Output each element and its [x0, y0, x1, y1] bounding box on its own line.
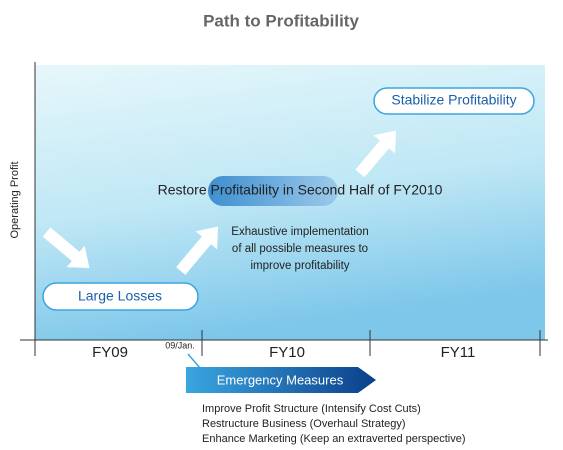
- goal-pill: [373, 87, 535, 115]
- goal: Stabilize Profitability: [391, 92, 516, 108]
- measure: Enhance Marketing (Keep an extraverted p…: [202, 433, 466, 445]
- start: Large Losses: [78, 288, 162, 304]
- arrow: [42, 227, 90, 268]
- emergency-title: Emergency Measures: [217, 372, 344, 387]
- date-marker: 09/Jan.: [165, 340, 195, 350]
- title: Path to Profitability: [203, 11, 359, 30]
- period: FY09: [92, 344, 128, 361]
- y-axis-label: Operating Profit: [9, 161, 21, 238]
- note: Exhaustive implementation: [231, 226, 368, 238]
- arrow: [176, 226, 218, 275]
- note: improve profitability: [250, 260, 349, 272]
- arrows: [42, 130, 396, 275]
- measure: Improve Profit Structure (Intensify Cost…: [202, 403, 421, 415]
- period: FY11: [441, 344, 476, 361]
- emergency-arrow: [186, 367, 376, 393]
- arrow: [355, 130, 396, 178]
- note: of all possible measures to: [232, 243, 368, 255]
- connector: [187, 353, 201, 369]
- start-pill: [42, 282, 199, 311]
- period: FY10: [269, 344, 305, 361]
- milestone: Restore Profitability in Second Half of …: [158, 182, 443, 198]
- measure: Restructure Business (Overhaul Strategy): [202, 418, 406, 430]
- milestone-pill: [208, 176, 338, 206]
